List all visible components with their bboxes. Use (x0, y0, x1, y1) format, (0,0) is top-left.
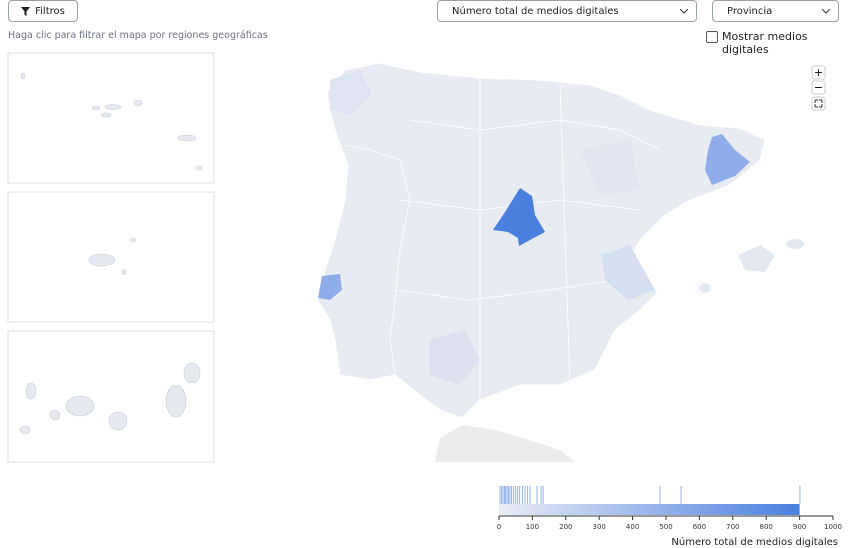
islands (19, 72, 203, 435)
zoom-out-button[interactable] (811, 80, 826, 95)
africa (435, 425, 575, 462)
legend-tick-label: 400 (626, 523, 639, 531)
metric-select[interactable]: Número total de medios digitales (437, 0, 697, 22)
inset-madeira (7, 191, 215, 323)
inset-azores (7, 52, 215, 184)
level-select[interactable]: Provincia (712, 0, 839, 22)
fullscreen-button[interactable] (811, 96, 826, 111)
region (430, 330, 480, 385)
legend-tick-label: 700 (726, 523, 739, 531)
legend-tick-label: 1000 (824, 523, 842, 531)
region-borders (344, 78, 661, 400)
region-madrid (493, 188, 545, 246)
legend-tick-label: 0 (497, 523, 501, 531)
zoom-in[interactable]: + (814, 66, 823, 79)
filter-button[interactable]: Filtros (8, 0, 78, 22)
metric-label: Número total de medios digitales (452, 5, 619, 17)
filter-icon (21, 6, 31, 16)
level-label: Provincia (727, 5, 773, 17)
legend: Número total de medios digitales 0 100 200… (497, 486, 842, 548)
region-lisboa (318, 274, 342, 300)
region-valencia (602, 245, 655, 300)
legend-tick-label: 500 (659, 523, 672, 531)
legend-tick-label: 100 (526, 523, 539, 531)
zoom-in-button[interactable] (811, 65, 826, 80)
hint: Haga clic para filtrar el mapa por regio… (8, 30, 268, 41)
zoom-controls: + − (811, 65, 826, 111)
region-barcelona (705, 134, 750, 185)
region (330, 70, 372, 115)
inset-canarias (7, 330, 215, 463)
balearics (699, 239, 804, 293)
checkbox-label[interactable]: Mostrar medios digitales (722, 30, 808, 56)
iberia (317, 62, 766, 419)
zoom-out[interactable]: − (814, 81, 823, 94)
filter-label: Filtros (35, 5, 65, 17)
legend-title: Número total de medios digitales (671, 536, 838, 548)
legend-tick-label: 300 (593, 523, 606, 531)
legend-gradient (499, 504, 800, 515)
fullscreen-icon (814, 99, 823, 108)
region (580, 140, 640, 195)
chevron (680, 9, 688, 14)
legend-tick-label: 600 (693, 523, 706, 531)
chevron (822, 9, 830, 14)
legend-tick-label: 800 (760, 523, 773, 531)
legend-tick-label: 900 (793, 523, 806, 531)
legend-tick-label: 200 (559, 523, 572, 531)
checkbox[interactable] (706, 31, 718, 43)
